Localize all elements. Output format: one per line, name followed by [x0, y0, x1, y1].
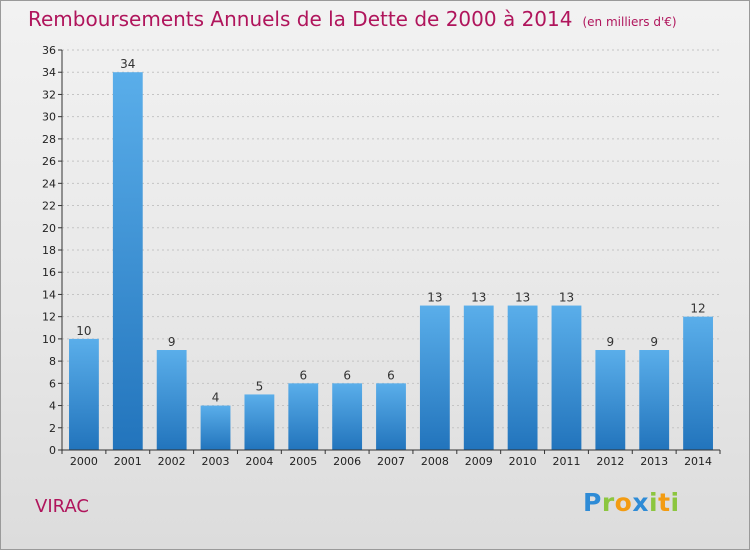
data-label: 9 [168, 335, 176, 349]
bar [288, 383, 319, 450]
chart-title: Remboursements Annuels de la Dette de 20… [28, 7, 677, 31]
data-label: 9 [650, 335, 658, 349]
bar [463, 305, 494, 450]
data-label: 12 [690, 302, 705, 316]
y-tick-label: 8 [49, 355, 56, 368]
data-label: 6 [343, 368, 351, 382]
x-tick-label: 2011 [552, 455, 580, 468]
bar [200, 405, 231, 450]
bar [112, 72, 143, 450]
x-tick-label: 2013 [640, 455, 668, 468]
y-tick-label: 22 [42, 200, 56, 213]
y-tick-label: 6 [49, 377, 56, 390]
chart-title-text: Remboursements Annuels de la Dette de 20… [28, 7, 573, 31]
x-tick-label: 2001 [114, 455, 142, 468]
data-label: 10 [76, 324, 91, 338]
y-tick-label: 4 [49, 400, 56, 413]
data-label: 13 [559, 291, 574, 305]
y-tick-label: 36 [42, 44, 56, 57]
data-label: 5 [256, 379, 264, 393]
bars [69, 72, 713, 450]
y-tick-label: 28 [42, 133, 56, 146]
data-label: 13 [471, 291, 486, 305]
data-label: 4 [212, 391, 220, 405]
chart-unit-note: (en milliers d'€) [582, 15, 677, 29]
y-tick-label: 14 [42, 288, 56, 301]
y-tick-label: 0 [49, 444, 56, 457]
data-label: 13 [515, 291, 530, 305]
y-tick-label: 18 [42, 244, 56, 257]
x-tick-label: 2003 [202, 455, 230, 468]
bar [332, 383, 363, 450]
y-tick-label: 20 [42, 222, 56, 235]
x-tick-label: 2000 [70, 455, 98, 468]
bar [683, 316, 713, 450]
y-tick-label: 16 [42, 266, 56, 279]
x-tick-label: 2005 [289, 455, 317, 468]
y-tick-label: 32 [42, 88, 56, 101]
y-tick-label: 24 [42, 177, 56, 190]
y-tick-label: 12 [42, 311, 56, 324]
bar [69, 338, 99, 450]
bar [595, 350, 626, 450]
data-label: 6 [299, 368, 307, 382]
bar [156, 350, 187, 450]
x-axis: 2000 2001 2002 2003 2004 2005 2006 2007 2008 2009… [61, 449, 721, 468]
city-name: VIRAC [35, 496, 89, 517]
x-tick-label: 2012 [596, 455, 624, 468]
x-tick-label: 2007 [377, 455, 405, 468]
y-tick-label: 30 [42, 111, 56, 124]
bar [639, 350, 670, 450]
proxiti-logo: Proxiti [583, 488, 680, 517]
data-label: 34 [120, 57, 135, 71]
bar [507, 305, 538, 450]
x-tick-label: 2002 [158, 455, 186, 468]
y-tick-label: 2 [49, 422, 56, 435]
data-labels: 10 34 9 4 5 6 6 6 13 13 13 13 9 9 12 [76, 57, 705, 404]
x-tick-label: 2004 [245, 455, 273, 468]
bar [244, 394, 275, 450]
x-tick-label: 2008 [421, 455, 449, 468]
data-label: 6 [387, 368, 395, 382]
data-label: 13 [427, 291, 442, 305]
bar [551, 305, 582, 450]
x-tick-label: 2009 [465, 455, 493, 468]
y-tick-label: 10 [42, 333, 56, 346]
y-tick-label: 26 [42, 155, 56, 168]
y-tick-label: 34 [42, 66, 56, 79]
x-tick-label: 2006 [333, 455, 361, 468]
bar [376, 383, 406, 450]
x-tick-label: 2010 [509, 455, 537, 468]
data-label: 9 [607, 335, 615, 349]
bar [419, 305, 450, 450]
x-tick-label: 2014 [684, 455, 712, 468]
